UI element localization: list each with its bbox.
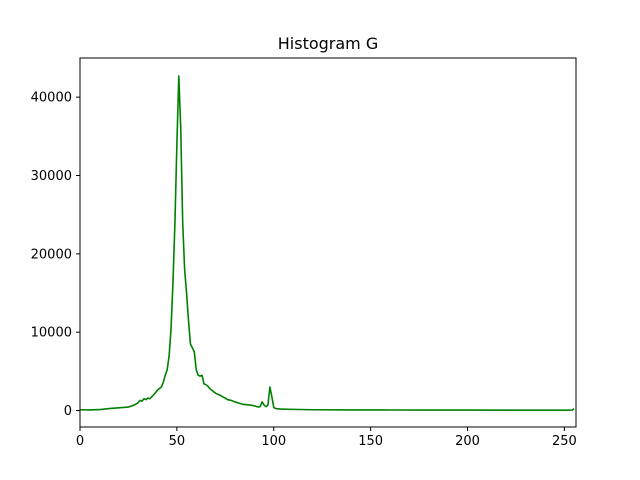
y-axis: 0 10000 20000 30000 40000 — [31, 91, 80, 419]
plot-frame — [79, 57, 577, 428]
x-tick-label: 150 — [358, 434, 383, 449]
series-line — [79, 75, 575, 411]
x-tick-label: 0 — [76, 434, 84, 449]
x-tick-label: 100 — [261, 434, 286, 449]
y-tick-label: 20000 — [31, 247, 72, 262]
x-tick-label: 250 — [552, 434, 577, 449]
chart-title: Histogram G — [278, 34, 378, 53]
y-tick-label: 0 — [64, 404, 72, 419]
y-tick-label: 40000 — [31, 91, 72, 106]
x-tick-label: 200 — [455, 434, 480, 449]
y-tick-label: 30000 — [31, 169, 72, 184]
plot-area — [79, 75, 575, 411]
x-tick-label: 50 — [169, 434, 186, 449]
x-axis: 0 50 100 150 200 250 — [76, 427, 577, 449]
y-tick-label: 10000 — [31, 326, 72, 341]
